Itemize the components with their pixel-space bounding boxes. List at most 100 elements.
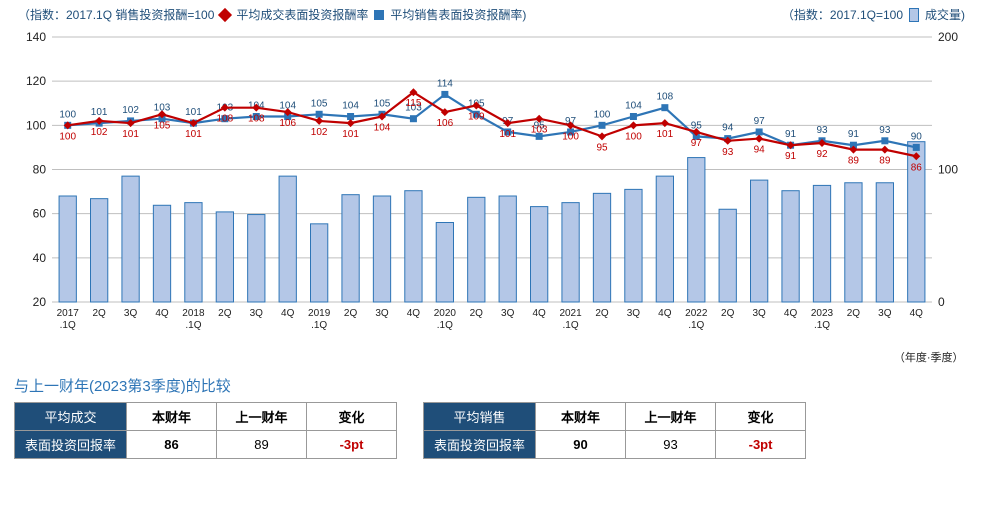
- svg-text:4Q: 4Q: [658, 308, 672, 319]
- svg-text:94: 94: [753, 145, 765, 156]
- svg-text:4Q: 4Q: [406, 308, 420, 319]
- svg-text:3Q: 3Q: [501, 308, 515, 319]
- tb-this: 90: [536, 431, 626, 459]
- svg-text:101: 101: [185, 107, 202, 118]
- svg-text:104: 104: [625, 101, 642, 112]
- svg-text:100: 100: [562, 131, 579, 142]
- svg-text:100: 100: [25, 118, 45, 132]
- svg-text:2017: 2017: [56, 308, 79, 319]
- svg-text:2020: 2020: [433, 308, 456, 319]
- legend-left: （指数：2017.1Q 销售投资报酬=100 平均成交表面投资报酬率 平均销售表…: [18, 6, 526, 23]
- ta-h2: 本财年: [127, 403, 217, 431]
- svg-text:2022: 2022: [685, 308, 708, 319]
- svg-text:106: 106: [279, 118, 296, 129]
- svg-text:0: 0: [938, 295, 945, 309]
- svg-text:.1Q: .1Q: [311, 320, 327, 331]
- svg-text:93: 93: [879, 125, 891, 136]
- svg-text:2Q: 2Q: [218, 308, 232, 319]
- tb-chg: -3pt: [716, 431, 806, 459]
- svg-text:140: 140: [25, 30, 45, 44]
- svg-text:91: 91: [785, 129, 797, 140]
- svg-text:101: 101: [499, 129, 516, 140]
- svg-text:105: 105: [153, 120, 170, 131]
- svg-text:.1Q: .1Q: [813, 320, 829, 331]
- svg-text:102: 102: [90, 127, 107, 138]
- svg-text:89: 89: [847, 156, 859, 167]
- legend-series-b: 平均销售表面投资报酬率): [390, 6, 526, 23]
- svg-text:.1Q: .1Q: [688, 320, 704, 331]
- svg-text:4Q: 4Q: [909, 308, 923, 319]
- svg-text:200: 200: [938, 30, 958, 44]
- svg-text:105: 105: [310, 98, 327, 109]
- tb-last: 93: [626, 431, 716, 459]
- tables-row: 平均成交 本财年 上一财年 变化 表面投资回报率 86 89 -3pt 平均销售…: [0, 402, 983, 473]
- svg-text:.1Q: .1Q: [436, 320, 452, 331]
- svg-text:3Q: 3Q: [375, 308, 389, 319]
- ta-chg: -3pt: [307, 431, 397, 459]
- svg-text:108: 108: [216, 114, 233, 125]
- ta-r2-lbl: 表面投资回报率: [15, 431, 127, 459]
- svg-text:95: 95: [596, 142, 608, 153]
- tb-h3: 上一财年: [626, 403, 716, 431]
- ta-h3: 上一财年: [217, 403, 307, 431]
- svg-text:.1Q: .1Q: [562, 320, 578, 331]
- svg-text:92: 92: [816, 149, 828, 160]
- svg-text:105: 105: [373, 98, 390, 109]
- svg-text:101: 101: [342, 129, 359, 140]
- svg-text:2Q: 2Q: [343, 308, 357, 319]
- legend-series-a: 平均成交表面投资报酬率: [236, 6, 368, 23]
- svg-text:2023: 2023: [810, 308, 833, 319]
- svg-text:80: 80: [32, 163, 46, 177]
- svg-text:2Q: 2Q: [92, 308, 106, 319]
- svg-text:115: 115: [405, 98, 421, 109]
- legend-series-c: 成交量): [925, 6, 965, 23]
- svg-text:2Q: 2Q: [721, 308, 735, 319]
- svg-text:4Q: 4Q: [281, 308, 295, 319]
- diamond-icon: [218, 7, 232, 21]
- tb-r2-lbl: 表面投资回报率: [424, 431, 536, 459]
- svg-text:101: 101: [185, 129, 202, 140]
- index-note-left: （指数：2017.1Q 销售投资报酬=100: [18, 6, 214, 23]
- legend-row: （指数：2017.1Q 销售投资报酬=100 平均成交表面投资报酬率 平均销售表…: [0, 0, 983, 23]
- svg-text:101: 101: [122, 129, 139, 140]
- svg-text:2018: 2018: [182, 308, 205, 319]
- svg-text:3Q: 3Q: [249, 308, 263, 319]
- svg-text:120: 120: [25, 74, 45, 88]
- svg-text:102: 102: [310, 127, 327, 138]
- svg-text:108: 108: [656, 92, 673, 103]
- ta-last: 89: [217, 431, 307, 459]
- svg-text:2021: 2021: [559, 308, 582, 319]
- svg-text:100: 100: [59, 109, 76, 120]
- svg-text:91: 91: [847, 129, 859, 140]
- svg-text:.1Q: .1Q: [185, 320, 201, 331]
- svg-text:4Q: 4Q: [532, 308, 546, 319]
- svg-text:2Q: 2Q: [846, 308, 860, 319]
- svg-text:103: 103: [530, 125, 547, 136]
- svg-text:100: 100: [59, 131, 76, 142]
- legend-right: （指数：2017.1Q=100 成交量): [782, 6, 965, 23]
- svg-text:100: 100: [593, 109, 610, 120]
- svg-text:2Q: 2Q: [595, 308, 609, 319]
- svg-text:4Q: 4Q: [783, 308, 797, 319]
- svg-text:108: 108: [247, 114, 264, 125]
- svg-text:100: 100: [938, 163, 958, 177]
- svg-text:60: 60: [32, 207, 46, 221]
- bar-icon: [909, 8, 919, 22]
- svg-text:86: 86: [910, 162, 922, 173]
- svg-text:93: 93: [816, 125, 828, 136]
- ta-h1: 平均成交: [15, 403, 127, 431]
- svg-text:97: 97: [690, 138, 702, 149]
- table-b: 平均销售 本财年 上一财年 变化 表面投资回报率 90 93 -3pt: [423, 402, 806, 459]
- svg-text:4Q: 4Q: [155, 308, 169, 319]
- table-a: 平均成交 本财年 上一财年 变化 表面投资回报率 86 89 -3pt: [14, 402, 397, 459]
- svg-text:102: 102: [122, 105, 139, 116]
- ta-this: 86: [127, 431, 217, 459]
- ta-h4: 变化: [307, 403, 397, 431]
- compare-title: 与上一财年(2023第3季度)的比较: [0, 347, 983, 402]
- svg-text:3Q: 3Q: [878, 308, 892, 319]
- svg-text:93: 93: [722, 147, 734, 158]
- x-axis-note: （年度·季度）: [894, 349, 964, 365]
- svg-text:90: 90: [910, 131, 922, 142]
- svg-text:97: 97: [753, 116, 765, 127]
- svg-text:100: 100: [625, 131, 642, 142]
